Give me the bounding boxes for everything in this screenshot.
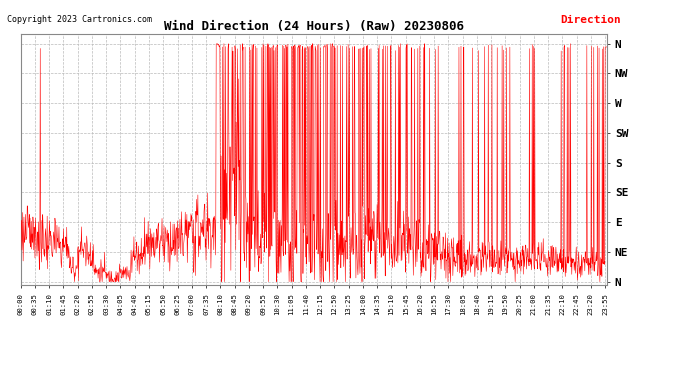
- Title: Wind Direction (24 Hours) (Raw) 20230806: Wind Direction (24 Hours) (Raw) 20230806: [164, 20, 464, 33]
- Text: Copyright 2023 Cartronics.com: Copyright 2023 Cartronics.com: [7, 15, 152, 24]
- Text: Direction: Direction: [560, 15, 621, 25]
